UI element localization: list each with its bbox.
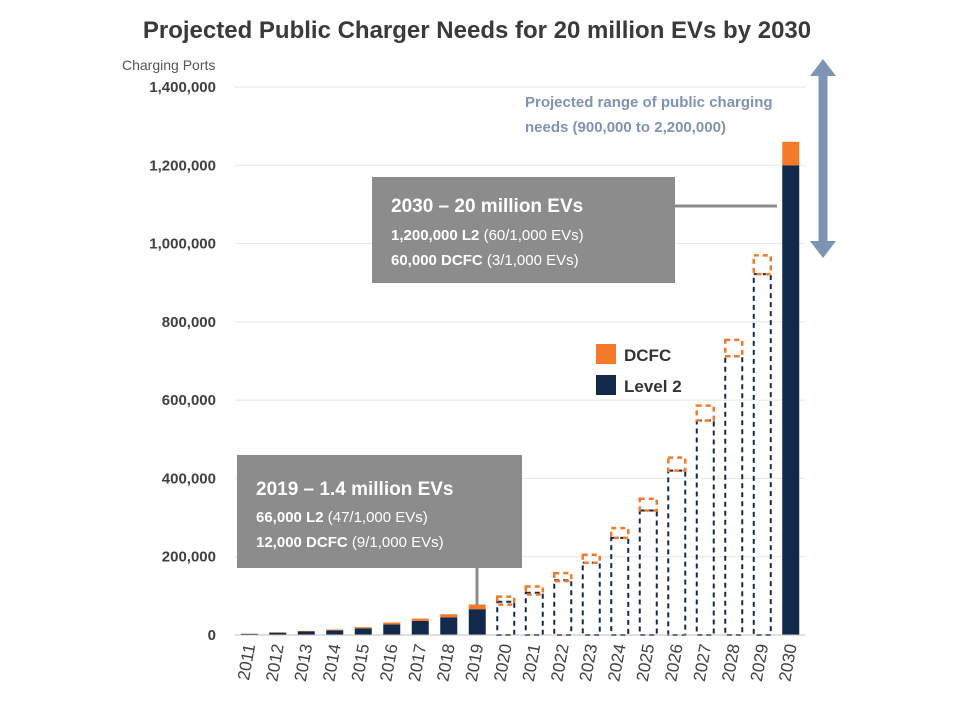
- y-tick-label: 400,000: [162, 470, 216, 487]
- x-tick-label: 2025: [633, 642, 658, 683]
- bar-level2-2016: [383, 624, 401, 635]
- bar-level2-2026: [667, 469, 687, 636]
- bar-level2-2011: [240, 633, 258, 635]
- x-tick-label: 2024: [604, 642, 629, 683]
- bar-level2-2027: [695, 419, 715, 636]
- bar-dcfc-2022: [553, 571, 573, 583]
- x-tick-label: 2021: [519, 642, 544, 683]
- bar-level2-2030: [782, 165, 800, 636]
- x-tick-label: 2027: [690, 642, 715, 683]
- bar-level2-2023: [581, 561, 601, 636]
- bar-level2-2017: [411, 620, 429, 635]
- range-annotation-line2: needs (900,000 to 2,200,000): [525, 119, 726, 136]
- bar-dcfc-2021: [524, 585, 544, 596]
- bar-level2-2014: [326, 630, 344, 635]
- bar-dcfc-2027: [695, 404, 715, 422]
- y-axis-label: Charging Ports: [122, 57, 215, 73]
- y-tick-label: 600,000: [162, 392, 216, 409]
- bar-dcfc-2030: [782, 141, 800, 166]
- bar-level2-2020: [496, 600, 516, 637]
- range-annotation-line1: Projected range of public charging: [525, 94, 773, 111]
- callout-2019: 2019 – 1.4 million EVs 66,000 L2 (47/1,0…: [237, 455, 522, 605]
- callout-2030-line1: 1,200,000 L2 (60/1,000 EVs): [391, 227, 584, 244]
- bar-dcfc-2020: [496, 595, 516, 606]
- bar-dcfc-2029: [752, 254, 772, 276]
- x-tick-label: 2012: [262, 642, 287, 683]
- callout-2030-title: 2030 – 20 million EVs: [391, 196, 583, 217]
- x-tick-label: 2022: [547, 642, 572, 683]
- x-tick-label: 2017: [405, 642, 430, 683]
- bar-dcfc-2026: [667, 456, 687, 472]
- bar-dcfc-2028: [724, 338, 744, 358]
- callout-2030-line2: 60,000 DCFC (3/1,000 EVs): [391, 252, 579, 269]
- bar-level2-2021: [524, 591, 544, 636]
- x-tick-label: 2019: [462, 642, 487, 683]
- x-tick-label: 2026: [661, 642, 686, 683]
- bar-dcfc-2016: [383, 622, 401, 625]
- x-tick-label: 2011: [234, 642, 259, 681]
- x-tick-label: 2013: [291, 642, 316, 683]
- bar-level2-2022: [553, 579, 573, 637]
- callout-2019-line1: 66,000 L2 (47/1,000 EVs): [256, 509, 428, 526]
- y-tick-label: 200,000: [162, 549, 216, 566]
- bar-dcfc-2024: [610, 526, 630, 540]
- bar-dcfc-2017: [411, 618, 429, 621]
- x-tick-label: 2014: [319, 642, 344, 683]
- callout-2019-line2: 12,000 DCFC (9/1,000 EVs): [256, 534, 444, 551]
- bar-level2-2025: [638, 509, 658, 637]
- x-tick-label: 2023: [576, 642, 601, 683]
- bar-dcfc-2025: [638, 497, 658, 512]
- y-tick-label: 0: [208, 627, 216, 644]
- bar-dcfc-2013: [297, 630, 315, 632]
- bar-level2-2019: [468, 609, 486, 635]
- legend-swatch-level2: [596, 375, 616, 395]
- chart-title: Projected Public Charger Needs for 20 mi…: [143, 17, 811, 44]
- x-tick-label: 2016: [376, 642, 401, 683]
- bar-level2-2028: [724, 355, 744, 636]
- y-axis-ticks: 0 200,000 400,000 600,000 800,000 1,000,000 1,…: [149, 79, 216, 644]
- bar-level2-2018: [440, 617, 458, 635]
- callout-2030: 2030 – 20 million EVs 1,200,000 L2 (60/1…: [372, 177, 777, 283]
- x-tick-label: 2018: [433, 642, 458, 683]
- x-tick-label: 2015: [348, 642, 373, 683]
- bar-level2-2015: [354, 628, 372, 635]
- bar-dcfc-2014: [326, 629, 344, 631]
- y-tick-label: 1,200,000: [149, 157, 216, 174]
- legend-label-level2: Level 2: [624, 377, 682, 396]
- x-tick-label: 2020: [490, 642, 515, 683]
- bar-level2-2024: [610, 536, 630, 637]
- bar-dcfc-2023: [581, 553, 601, 565]
- y-tick-label: 1,000,000: [149, 236, 216, 253]
- callout-2019-title: 2019 – 1.4 million EVs: [256, 479, 454, 500]
- legend-label-dcfc: DCFC: [624, 346, 671, 365]
- bar-level2-2013: [297, 631, 315, 635]
- bar-level2-2029: [752, 273, 772, 636]
- bar-dcfc-2018: [440, 614, 458, 618]
- x-axis-ticks: 2011 2012 2013 2014 2015 2016 2017 2018 2019 2020…: [234, 642, 801, 683]
- bars: [240, 141, 800, 637]
- y-tick-label: 1,400,000: [149, 79, 216, 96]
- bar-level2-2012: [269, 632, 287, 635]
- legend-swatch-dcfc: [596, 344, 616, 364]
- x-tick-label: 2028: [718, 642, 743, 683]
- range-arrow: [810, 59, 836, 258]
- x-tick-label: 2030: [775, 642, 800, 683]
- legend: DCFC Level 2: [596, 344, 682, 396]
- bar-dcfc-2015: [354, 627, 372, 629]
- x-tick-label: 2029: [747, 642, 772, 683]
- y-tick-label: 800,000: [162, 314, 216, 331]
- bar-dcfc-2019: [468, 604, 486, 610]
